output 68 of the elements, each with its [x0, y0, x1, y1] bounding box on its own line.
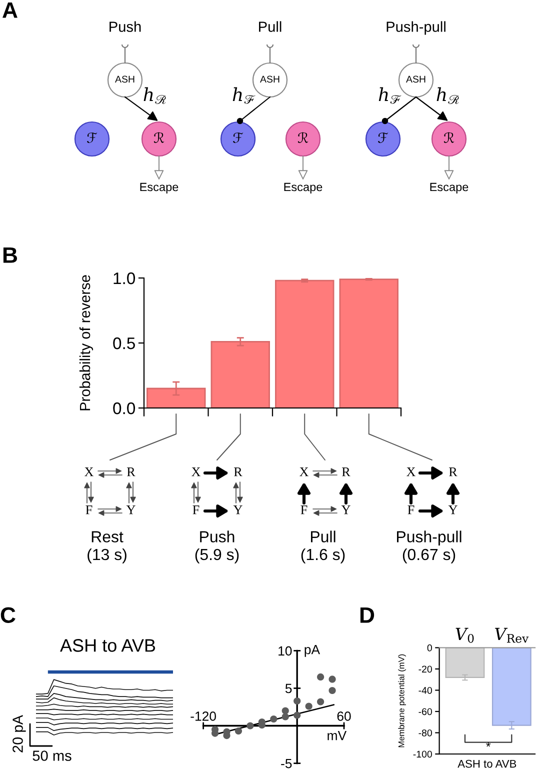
text: h$_{ℛ}$ — [436, 87, 459, 104]
y-tick-label: -20 — [418, 666, 432, 673]
text: ASH — [260, 76, 280, 83]
text: Push-pull — [386, 21, 446, 35]
text: Y — [448, 506, 458, 514]
text: ASH — [115, 76, 134, 83]
text: Y — [126, 506, 136, 514]
text: ℛ — [154, 132, 164, 143]
text: ℱ — [87, 132, 98, 144]
y-tick-label: 5 — [285, 684, 292, 694]
text: R — [342, 468, 350, 476]
text: Y — [341, 506, 350, 514]
y-tick-label: 10 — [278, 646, 292, 656]
text: A — [2, 2, 18, 18]
text: Escape — [284, 182, 322, 194]
text: Escape — [140, 182, 178, 194]
x-tick-label: V$_{Rev}$ — [495, 628, 529, 643]
text: ℱ — [378, 132, 388, 144]
x-axis-title: mV — [328, 731, 347, 740]
text: Escape — [430, 182, 468, 194]
y-axis-title: Probability of reverse — [79, 275, 94, 410]
text: h$_{ℱ}$ — [378, 87, 402, 104]
y-tick-label: 0.0 — [113, 402, 136, 414]
text: ℛ — [444, 132, 454, 143]
text: Push — [110, 21, 141, 32]
text: Push-pull (0.67 s) — [397, 530, 462, 564]
text: 20 pA — [12, 714, 26, 752]
text: F — [408, 506, 414, 514]
x-tick-label: 60 — [337, 712, 351, 721]
y-axis-title: pA — [304, 645, 320, 657]
text: 50 ms — [32, 750, 72, 761]
x-tick-label: -120 — [190, 712, 216, 721]
text: X — [84, 468, 94, 476]
chart-title: D — [360, 607, 374, 623]
y-tick-label: -40 — [418, 686, 432, 694]
y-tick-label: -60 — [418, 708, 432, 716]
text: F — [86, 506, 92, 514]
text: X — [300, 468, 309, 476]
x-tick-label: V$_{0}$ — [456, 628, 474, 643]
chart-subtitle: ASH to AVB — [60, 639, 156, 652]
text: ASH — [406, 76, 426, 83]
text: R — [234, 468, 242, 476]
text: h$_{ℛ}$ — [144, 87, 166, 104]
text: R — [448, 468, 458, 476]
text: Pull — [259, 21, 282, 32]
chart-title: B — [3, 247, 18, 263]
annotation: * — [486, 742, 491, 747]
y-tick-label: -80 — [418, 729, 432, 736]
y-tick-label: 0 — [427, 644, 432, 652]
y-tick-label: -5 — [281, 759, 292, 768]
text: ℱ — [233, 132, 244, 144]
text: Y — [233, 506, 242, 514]
text: Pull (1.6 s) — [301, 530, 345, 564]
y-axis-title: Membrane potential (mV) — [398, 654, 406, 748]
text: F — [300, 506, 308, 514]
y-tick-label: -100 — [413, 750, 432, 758]
text: R — [126, 468, 136, 476]
text: X — [406, 468, 416, 476]
text: X — [192, 468, 201, 476]
text: F — [192, 506, 200, 514]
y-tick-label: 0.5 — [113, 337, 135, 350]
chart-title: C — [0, 607, 16, 623]
text: h$_{ℱ}$ — [232, 87, 256, 104]
text: ℛ — [298, 132, 308, 143]
x-axis-title: ASH to AVB — [458, 760, 516, 768]
y-tick-label: 1.0 — [114, 272, 136, 284]
text: Push (5.9 s) — [195, 530, 239, 564]
text: Rest (13 s) — [88, 531, 126, 564]
